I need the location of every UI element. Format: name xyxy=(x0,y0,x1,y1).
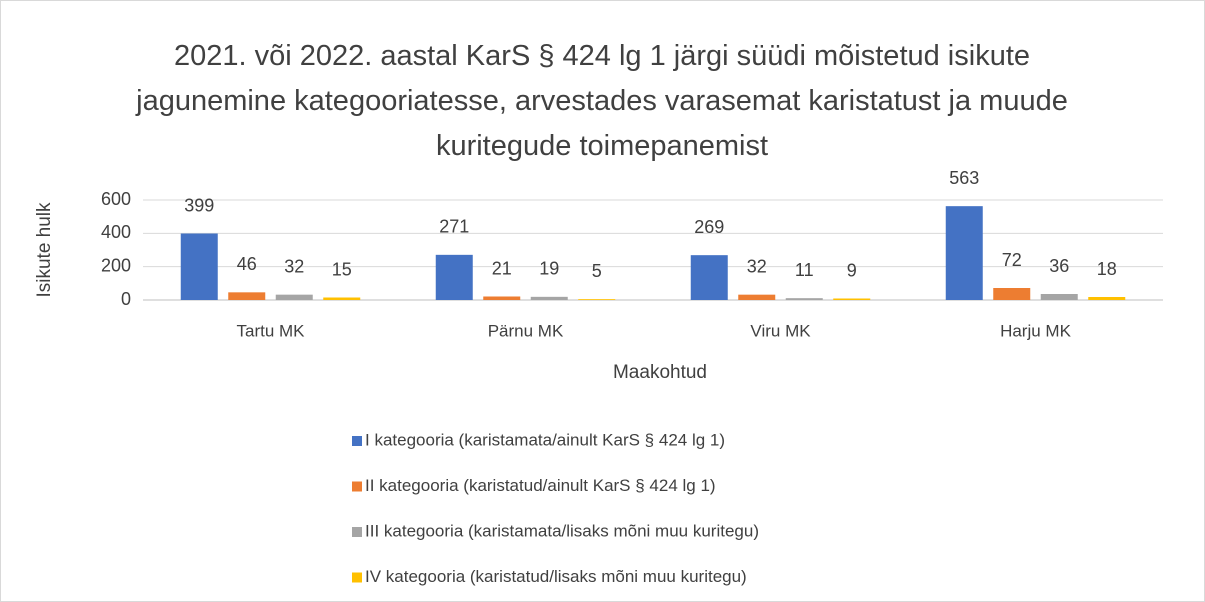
data-label: 5 xyxy=(592,261,602,281)
data-label: 563 xyxy=(949,168,979,188)
bar xyxy=(738,294,776,300)
x-axis-label: Maakohtud xyxy=(613,362,707,383)
bar xyxy=(530,296,568,300)
bar xyxy=(1040,294,1078,300)
data-label: 18 xyxy=(1097,259,1117,279)
x-tick-label: Harju MK xyxy=(1000,321,1072,340)
bar xyxy=(228,292,266,300)
legend-swatch xyxy=(352,572,362,583)
y-tick-label: 0 xyxy=(121,289,131,309)
data-label: 9 xyxy=(847,260,857,280)
legend-label: III kategooria (karistamata/lisaks mõni … xyxy=(365,521,759,540)
data-label: 72 xyxy=(1002,250,1022,270)
bar xyxy=(578,299,616,300)
bar xyxy=(785,298,823,300)
data-label: 271 xyxy=(439,217,469,237)
legend-swatch xyxy=(352,436,362,446)
legend-label: IV kategooria (karistatud/lisaks mõni mu… xyxy=(365,567,747,586)
bar xyxy=(833,298,871,300)
data-label: 32 xyxy=(284,256,304,276)
bar xyxy=(275,294,313,300)
bar xyxy=(323,297,361,300)
chart-title: 2021. või 2022. aastal KarS § 424 lg 1 j… xyxy=(136,40,1068,162)
data-label: 269 xyxy=(694,217,724,237)
data-label: 46 xyxy=(237,254,257,274)
x-tick-label: Viru MK xyxy=(750,321,811,340)
bar xyxy=(690,255,728,300)
bar xyxy=(945,206,983,300)
x-tick-label: Tartu MK xyxy=(236,321,305,340)
bar xyxy=(1088,297,1126,300)
y-axis-label: Isikute hulk xyxy=(34,202,55,298)
x-tick-label: Pärnu MK xyxy=(488,321,564,340)
data-label: 21 xyxy=(492,258,512,278)
bar xyxy=(993,288,1031,300)
data-label: 11 xyxy=(795,260,814,280)
bar xyxy=(483,296,521,300)
y-tick-label: 400 xyxy=(101,222,131,242)
bar xyxy=(435,254,473,300)
y-tick-label: 600 xyxy=(101,189,131,209)
bar xyxy=(180,233,218,300)
legend-label: II kategooria (karistatud/ainult KarS § … xyxy=(365,476,716,495)
data-label: 19 xyxy=(539,259,559,279)
data-label: 32 xyxy=(747,256,767,276)
legend-label: I kategooria (karistamata/ainult KarS § … xyxy=(365,430,725,449)
data-label: 36 xyxy=(1049,256,1069,276)
legend-swatch xyxy=(352,527,362,537)
legend-swatch xyxy=(352,481,362,492)
data-label: 15 xyxy=(332,259,352,279)
data-label: 399 xyxy=(184,195,214,215)
y-tick-label: 200 xyxy=(101,255,131,275)
